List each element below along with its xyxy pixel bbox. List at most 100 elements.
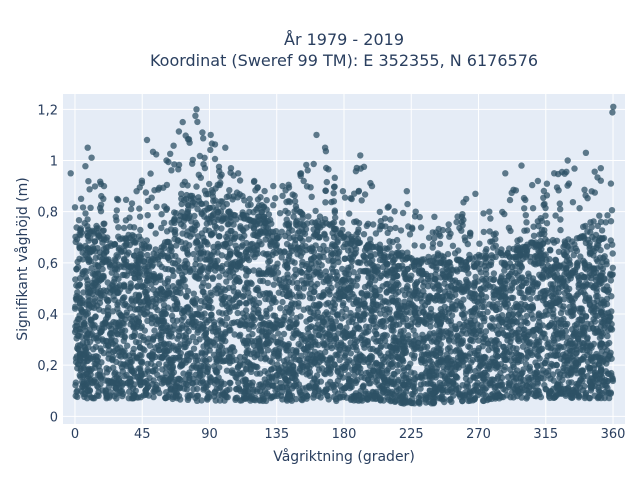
data-point xyxy=(306,324,313,331)
data-point xyxy=(257,314,264,321)
data-point xyxy=(227,268,234,275)
data-point xyxy=(441,273,448,280)
data-point xyxy=(218,252,226,259)
data-point xyxy=(547,247,554,254)
data-point xyxy=(517,322,525,329)
data-point xyxy=(258,328,266,335)
data-point xyxy=(183,325,190,332)
data-point xyxy=(156,389,163,397)
data-point xyxy=(504,337,511,344)
data-point xyxy=(420,282,427,290)
data-point xyxy=(128,295,135,302)
data-point xyxy=(366,280,373,287)
data-point xyxy=(273,338,280,346)
data-point xyxy=(137,309,144,316)
data-point xyxy=(259,277,267,285)
data-point xyxy=(386,389,394,397)
data-point xyxy=(214,378,221,385)
data-point xyxy=(218,320,225,327)
data-point xyxy=(280,275,287,282)
data-point xyxy=(73,265,80,273)
data-point xyxy=(481,318,488,325)
data-point xyxy=(488,391,495,399)
data-point xyxy=(318,365,326,372)
data-point xyxy=(264,279,271,287)
data-point xyxy=(550,337,558,344)
data-point xyxy=(308,357,315,364)
data-point xyxy=(110,241,118,248)
data-point xyxy=(539,367,547,374)
data-point xyxy=(424,298,431,305)
data-point xyxy=(395,288,402,296)
data-point xyxy=(256,292,263,299)
data-point xyxy=(573,292,580,299)
data-point xyxy=(248,280,255,287)
data-point xyxy=(159,250,166,258)
data-point xyxy=(572,266,579,274)
data-point xyxy=(341,269,348,277)
data-point xyxy=(263,332,270,340)
data-point xyxy=(368,273,375,281)
data-point xyxy=(465,383,472,390)
data-point xyxy=(564,277,571,284)
data-point xyxy=(201,238,208,245)
data-point xyxy=(81,393,88,401)
data-point xyxy=(399,335,406,343)
data-point xyxy=(104,243,111,251)
data-point xyxy=(609,264,616,271)
data-point xyxy=(460,265,467,273)
data-point xyxy=(288,300,296,307)
data-point xyxy=(299,249,306,256)
data-point xyxy=(113,272,120,279)
data-point xyxy=(266,357,274,364)
data-point xyxy=(240,388,247,395)
data-point xyxy=(441,280,448,287)
data-point xyxy=(223,367,231,374)
data-point xyxy=(144,294,151,301)
data-point xyxy=(489,301,496,308)
data-point xyxy=(462,375,470,382)
data-point xyxy=(228,369,235,376)
data-point xyxy=(306,266,313,273)
data-point xyxy=(157,341,165,349)
data-point xyxy=(191,212,198,220)
data-point xyxy=(603,243,611,250)
data-point xyxy=(561,361,568,368)
data-point xyxy=(94,302,101,309)
data-point xyxy=(290,273,298,280)
data-point xyxy=(523,395,530,402)
data-point xyxy=(512,269,519,277)
data-point xyxy=(119,296,126,304)
data-point xyxy=(177,363,184,370)
data-point xyxy=(199,377,206,385)
data-point xyxy=(224,243,231,251)
data-point xyxy=(308,260,315,268)
data-point xyxy=(475,337,482,344)
data-point xyxy=(598,272,605,279)
data-point xyxy=(228,227,235,235)
data-point xyxy=(320,278,327,286)
data-point xyxy=(262,295,269,303)
data-point xyxy=(500,343,508,351)
data-point xyxy=(575,334,582,341)
data-point xyxy=(518,394,525,401)
data-point xyxy=(608,293,615,300)
data-point xyxy=(525,270,532,277)
data-point xyxy=(330,383,337,390)
data-point xyxy=(544,262,551,269)
data-point xyxy=(92,313,99,320)
data-point xyxy=(124,342,131,349)
data-point xyxy=(482,392,489,399)
data-point xyxy=(371,251,379,258)
data-point xyxy=(200,343,207,350)
data-point xyxy=(470,374,477,381)
data-point xyxy=(407,303,414,310)
data-point xyxy=(313,302,320,309)
data-point xyxy=(515,311,522,318)
data-point xyxy=(196,336,203,343)
data-point xyxy=(164,283,172,290)
data-point xyxy=(586,302,594,309)
data-point xyxy=(88,394,95,401)
data-point xyxy=(555,248,563,255)
data-point xyxy=(447,282,454,289)
